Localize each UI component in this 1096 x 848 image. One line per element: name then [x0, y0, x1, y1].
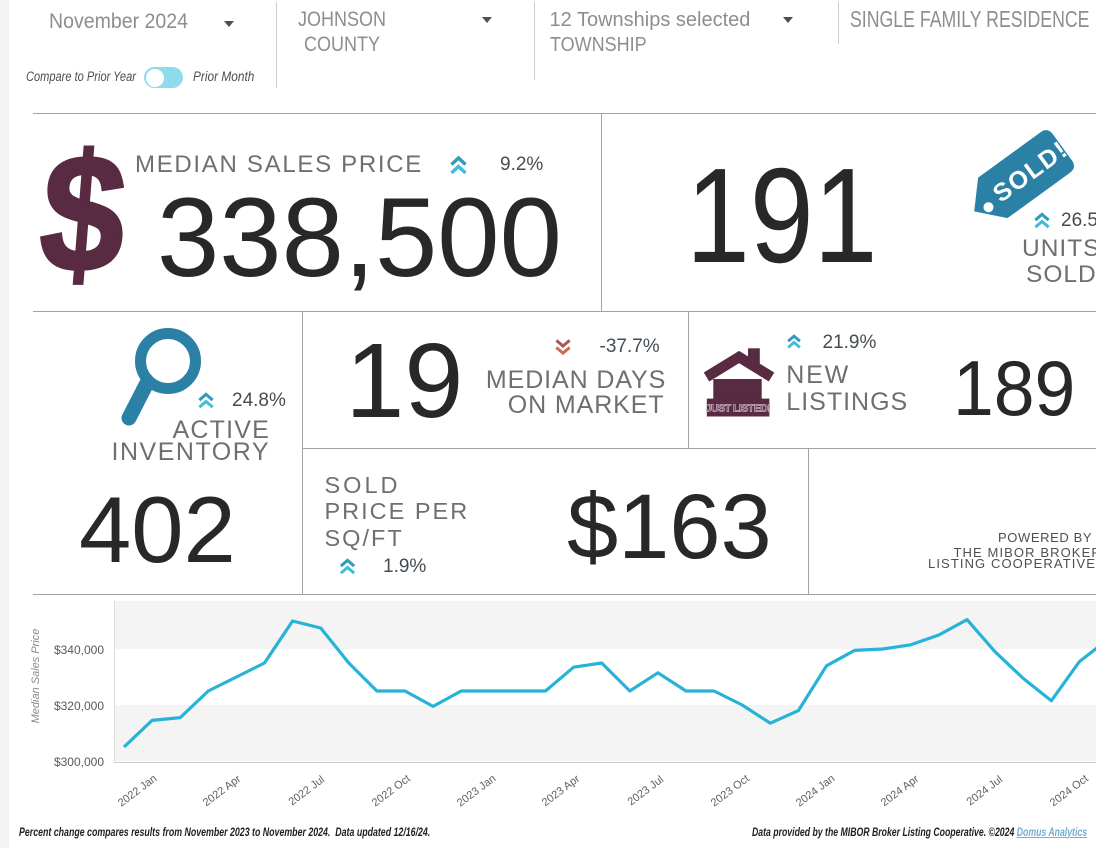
svg-text:JUST LISTED!: JUST LISTED!	[706, 403, 771, 415]
